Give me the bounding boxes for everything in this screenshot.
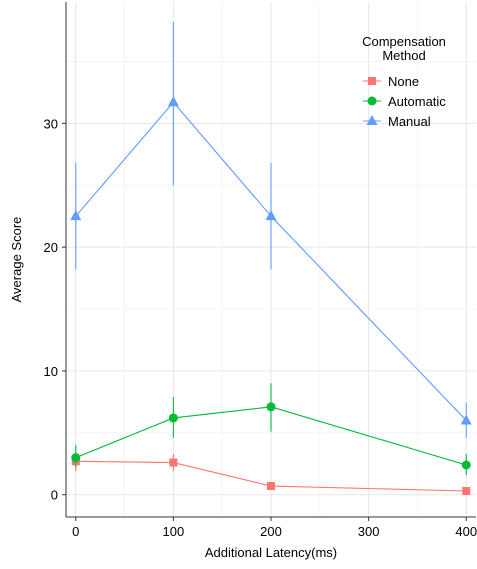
data-point <box>265 210 277 221</box>
y-tick-label: 30 <box>44 116 58 131</box>
series-line <box>75 101 467 421</box>
x-tick-label: 100 <box>163 524 185 539</box>
y-tick-label: 20 <box>44 240 58 255</box>
series-layer <box>70 21 472 496</box>
data-point <box>460 414 472 425</box>
legend-key-marker <box>368 77 376 85</box>
y-axis-title: Average Score <box>9 217 24 303</box>
data-point <box>266 402 276 412</box>
data-point <box>462 487 471 496</box>
legend-key-marker <box>367 96 377 106</box>
series-automatic <box>71 383 471 475</box>
data-point <box>169 458 178 467</box>
data-point <box>70 210 82 221</box>
legend-item-automatic: Automatic <box>363 94 446 109</box>
y-axis-ticks: 0 10 20 30 <box>44 116 66 503</box>
legend-label: Automatic <box>388 94 446 109</box>
y-tick-label: 10 <box>44 364 58 379</box>
x-tick-label: 400 <box>455 524 477 539</box>
legend-label: None <box>388 74 419 89</box>
legend-title-line: Compensation <box>362 34 446 49</box>
legend-key-marker <box>366 115 378 125</box>
series-line <box>75 406 467 466</box>
data-point <box>167 96 179 107</box>
x-axis-title: Additional Latency(ms) <box>205 545 337 560</box>
legend-title-line: Method <box>382 48 425 63</box>
legend-item-manual: Manual <box>363 114 431 129</box>
x-tick-label: 200 <box>260 524 282 539</box>
y-tick-label: 0 <box>51 488 58 503</box>
series-line <box>75 460 467 492</box>
series-manual <box>70 21 472 438</box>
data-point <box>71 453 81 463</box>
data-point <box>267 482 275 491</box>
legend-item-none: None <box>363 74 419 89</box>
legend-label: Manual <box>388 114 431 129</box>
x-tick-label: 0 <box>72 524 79 539</box>
x-axis-ticks: 0 100 200 300 400 <box>72 517 477 539</box>
x-tick-label: 300 <box>358 524 380 539</box>
data-point <box>168 413 178 423</box>
data-point <box>461 460 471 470</box>
